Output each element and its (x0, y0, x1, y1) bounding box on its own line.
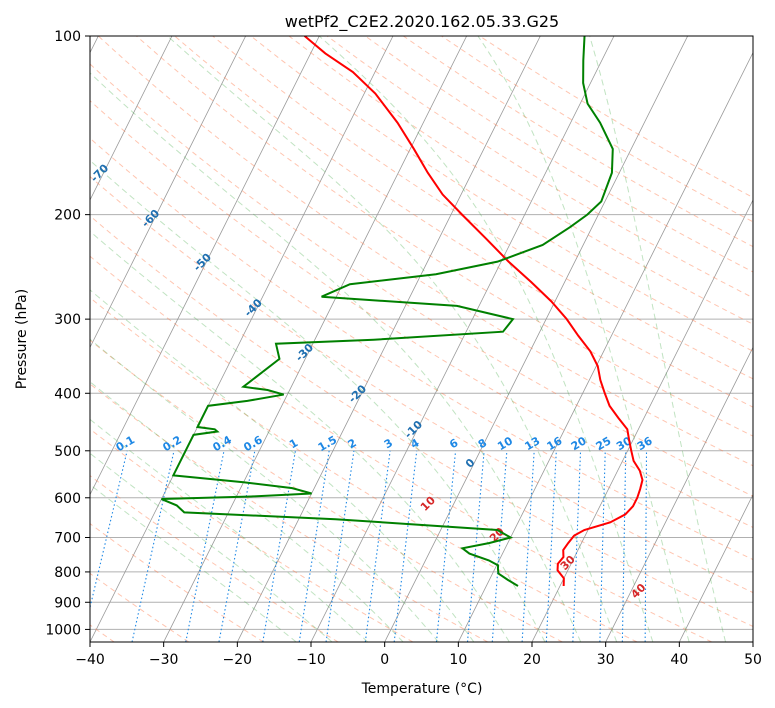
dry-adiabat-line (90, 255, 712, 642)
dewpoint-profile-line (161, 36, 614, 587)
isotherm-line (90, 36, 394, 642)
isotherm-line (310, 36, 615, 642)
dry-adiabat-line (90, 572, 190, 642)
dry-adiabat-line (212, 36, 753, 380)
dry-adiabat-line (136, 36, 753, 437)
x-tick-label: −30 (149, 652, 179, 668)
x-tick-label: −40 (75, 652, 105, 668)
y-tick-label: 600 (54, 491, 81, 507)
y-tick-label: 800 (54, 565, 81, 581)
moist-adiabat-line (90, 418, 369, 642)
mixing-ratio-line (325, 450, 355, 642)
moist-adiabat-line (90, 72, 582, 642)
dry-adiabat-line (90, 428, 414, 642)
dry-adiabat-line (90, 175, 753, 594)
y-tick-label: 400 (54, 386, 81, 402)
isotherm-line (90, 36, 320, 496)
x-tick-label: 40 (670, 652, 688, 668)
temperature-profile-line (303, 36, 644, 587)
moist-adiabat-line (90, 484, 297, 642)
y-tick-label: 500 (54, 444, 81, 460)
mixing-ratio-line (364, 450, 391, 642)
mixing-ratio-line (131, 450, 175, 642)
plot-frame (89, 35, 754, 643)
x-tick-label: 30 (597, 652, 615, 668)
y-tick-label: 200 (54, 208, 81, 224)
dry-adiabat-line (90, 100, 753, 529)
mixing-ratio-line (435, 450, 457, 642)
moist-adiabat-line (167, 36, 618, 642)
mixing-ratio-line (218, 450, 256, 642)
moist-adiabat-line (90, 159, 546, 642)
mixing-ratio-line (185, 450, 225, 642)
moist-adiabat-line (90, 289, 475, 642)
y-tick-label: 100 (54, 29, 81, 45)
y-tick-label: 1000 (45, 622, 81, 638)
dry-adiabat-line (90, 63, 753, 497)
dry-adiabat-line (90, 474, 339, 642)
axes: −40 −30 −20 −10 0 10 20 30 40 50 1000 900 800 700 600 5… (45, 29, 762, 668)
mixing-ratio-line (262, 450, 296, 642)
isotherm-line (90, 36, 247, 349)
x-tick-label: 0 (380, 652, 389, 668)
dry-adiabat-line (90, 383, 488, 642)
isotherm-line (163, 36, 468, 642)
x-tick-label: −20 (223, 652, 253, 668)
dry-adiabat-line (90, 137, 753, 561)
dry-adiabat-line (90, 296, 638, 642)
isotherm-line (457, 51, 753, 642)
moist-adiabat-line (90, 452, 333, 642)
moist-adiabat-line (90, 230, 510, 642)
mixing-ratio-line (298, 450, 330, 642)
mixing-ratio-line (393, 450, 418, 642)
isotherm-line (531, 199, 753, 642)
moist-adiabat-line (589, 36, 727, 642)
isotherm-line (384, 36, 689, 642)
y-tick-label: 300 (54, 312, 81, 328)
x-tick-label: 20 (523, 652, 541, 668)
isotherm-line (605, 346, 753, 642)
moist-adiabat-line (318, 36, 654, 642)
chart-title: wetPf2_C2E2.2020.162.05.33.G25 (285, 12, 559, 32)
isotherm-line (90, 36, 173, 201)
x-axis-label: Temperature (°C) (361, 681, 483, 697)
y-tick-label: 700 (54, 531, 81, 547)
x-tick-label: 10 (449, 652, 467, 668)
y-axis-label: Pressure (hPa) (14, 289, 30, 389)
y-tick-label: 900 (54, 595, 81, 611)
dry-adiabat-line (90, 339, 563, 642)
moist-adiabat-line (477, 36, 690, 642)
x-tick-label: −10 (296, 652, 326, 668)
dry-adiabat-line (288, 36, 753, 325)
x-tick-label: 50 (744, 652, 762, 668)
isotherm-line (678, 493, 753, 642)
